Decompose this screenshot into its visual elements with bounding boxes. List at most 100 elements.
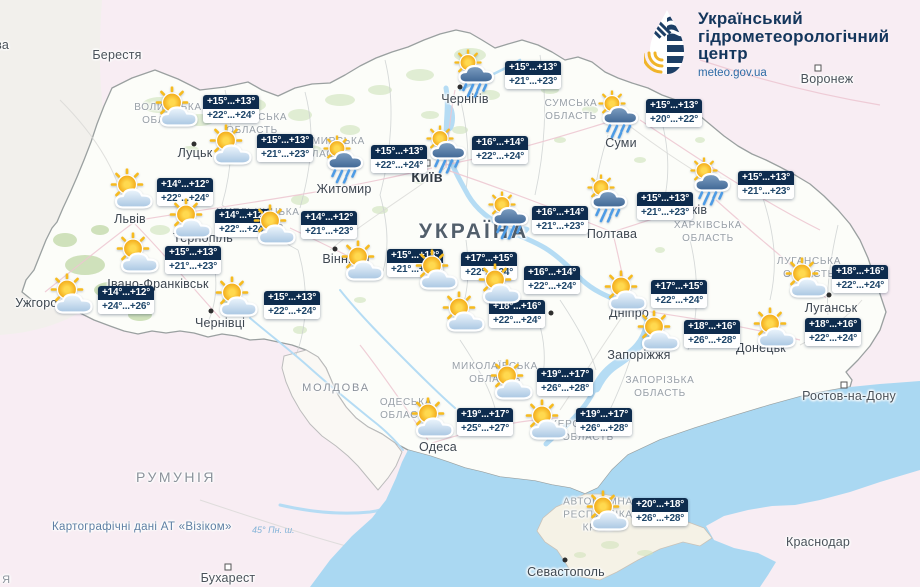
city-marker xyxy=(826,292,832,298)
temp-range-primary: +15°...+13° xyxy=(257,134,313,148)
hydromet-drop-icon xyxy=(644,10,684,74)
sun-cloud-icon-ivano-frankivsk xyxy=(115,232,163,280)
temp-badge-chernivtsi: +15°...+13° +22°...+24° xyxy=(264,291,320,319)
sun-rain-icon-kharkiv xyxy=(689,156,737,211)
sun-rain-icon-zhytomyr xyxy=(322,134,370,189)
temp-range-secondary: +22°...+24° xyxy=(524,280,580,294)
sun-cloud-icon-zaporizhzhia xyxy=(636,310,684,358)
temp-range-secondary: +22°...+24° xyxy=(203,109,259,123)
temp-range-primary: +16°...+14° xyxy=(532,206,588,220)
temp-range-primary: +19°...+17° xyxy=(537,368,593,382)
city-marker xyxy=(224,563,232,571)
temp-range-primary: +14°...+12° xyxy=(301,211,357,225)
temp-badge-kyiv: +16°...+14° +22°...+24° xyxy=(472,136,528,164)
city-marker xyxy=(840,381,848,389)
temp-range-primary: +14°...+12° xyxy=(98,286,154,300)
logo-url-link[interactable]: meteo.gov.ua xyxy=(698,66,767,79)
temp-range-primary: +15°...+13° xyxy=(646,99,702,113)
temp-range-secondary: +22°...+24° xyxy=(215,223,271,237)
temp-range-secondary: +26°...+28° xyxy=(576,422,632,436)
temp-badge-zaporizhzhia: +18°...+16° +26°...+28° xyxy=(684,320,740,348)
sun-cloud-icon-khmelnytskyi xyxy=(252,204,300,252)
temp-range-primary: +15°...+13° xyxy=(738,171,794,185)
temp-range-secondary: +22°...+24° xyxy=(371,159,427,173)
temp-badge-mykolaiv: +19°...+17° +26°...+28° xyxy=(537,368,593,396)
city-marker xyxy=(191,141,197,147)
temp-range-primary: +15°...+13° xyxy=(165,246,221,260)
temp-badge-chernihiv: +15°...+13° +21°...+23° xyxy=(505,61,561,89)
temp-range-primary: +18°...+16° xyxy=(805,318,861,332)
sun-rain-icon-kyiv xyxy=(425,124,473,179)
temp-badge-lviv: +14°...+12° +22°...+24° xyxy=(157,178,213,206)
sun-cloud-icon-luhansk xyxy=(784,257,832,305)
temp-range-secondary: +22°...+24° xyxy=(651,294,707,308)
temp-range-secondary: +22°...+24° xyxy=(472,150,528,164)
sun-cloud-icon-kherson xyxy=(524,399,572,447)
temp-range-secondary: +20°...+22° xyxy=(646,113,702,127)
temp-range-secondary: +26°...+28° xyxy=(684,334,740,348)
sun-cloud-icon-vinnytsia xyxy=(340,240,388,288)
temp-range-primary: +19°...+17° xyxy=(576,408,632,422)
temp-range-primary: +19°...+17° xyxy=(457,408,513,422)
temp-badge-zhytomyr: +15°...+13° +22°...+24° xyxy=(371,145,427,173)
temp-range-primary: +18°...+16° xyxy=(832,265,888,279)
sun-cloud-icon-rivne xyxy=(208,124,256,172)
temp-badge-oleksandriia: +16°...+14° +22°...+24° xyxy=(524,266,580,294)
city-marker xyxy=(208,308,214,314)
temp-range-secondary: +21°...+23° xyxy=(165,260,221,274)
sun-cloud-icon-volyn xyxy=(154,86,202,134)
temp-range-secondary: +26°...+28° xyxy=(537,382,593,396)
sun-cloud-icon-odesa xyxy=(410,397,458,445)
city-marker xyxy=(457,84,463,90)
temp-range-secondary: +21°...+23° xyxy=(301,225,357,239)
temp-badge-uzhhorod: +14°...+12° +24°...+26° xyxy=(98,286,154,314)
temp-range-secondary: +24°...+26° xyxy=(98,300,154,314)
city-marker xyxy=(562,557,568,563)
sun-cloud-icon-chernivtsi xyxy=(214,276,262,324)
sun-cloud-icon-donetsk xyxy=(752,307,800,355)
sun-cloud-icon-mykolaiv xyxy=(489,359,537,407)
temp-badge-khmelnytskyi: +14°...+12° +21°...+23° xyxy=(301,211,357,239)
logo-title-line2: гідрометеорологічний xyxy=(698,26,890,46)
sun-rain-icon-kremenchuk xyxy=(487,190,535,245)
logo-title-line1: Український xyxy=(698,9,803,28)
temp-badge-poltava: +15°...+13° +21°...+23° xyxy=(637,192,693,220)
sun-cloud-icon-cherkasy xyxy=(414,249,462,297)
temp-range-secondary: +25°...+27° xyxy=(457,422,513,436)
sun-cloud-icon-kryvyi-rih xyxy=(441,291,489,339)
temp-range-secondary: +22°...+24° xyxy=(832,279,888,293)
temp-range-primary: +15°...+13° xyxy=(637,192,693,206)
temp-range-primary: +18°...+16° xyxy=(684,320,740,334)
logo-title-line3: центр xyxy=(698,44,748,63)
logo: Український гідрометеорологічний центр m… xyxy=(644,8,889,80)
temp-range-secondary: +21°...+23° xyxy=(257,148,313,162)
sun-cloud-icon-dnipro xyxy=(603,270,651,318)
sun-rain-icon-poltava xyxy=(586,173,634,228)
temp-range-primary: +17°...+15° xyxy=(651,280,707,294)
temp-range-primary: +15°...+13° xyxy=(264,291,320,305)
temp-badge-kherson: +19°...+17° +26°...+28° xyxy=(576,408,632,436)
temp-range-primary: +15°...+13° xyxy=(371,145,427,159)
city-marker xyxy=(332,246,338,252)
temp-range-primary: +15°...+13° xyxy=(505,61,561,75)
temp-range-primary: +14°...+12° xyxy=(157,178,213,192)
temp-range-primary: +16°...+14° xyxy=(524,266,580,280)
temp-range-primary: +15°...+13° xyxy=(203,95,259,109)
map-attribution: Картографічні дані АТ «Візіком» xyxy=(52,521,232,533)
city-marker xyxy=(814,64,822,72)
temp-range-secondary: +22°...+24° xyxy=(264,305,320,319)
sun-cloud-icon-uzhhorod xyxy=(49,273,97,321)
temp-range-secondary: +21°...+23° xyxy=(505,75,561,89)
temp-range-secondary: +21°...+23° xyxy=(637,206,693,220)
temp-badge-ivano-frankivsk: +15°...+13° +21°...+23° xyxy=(165,246,221,274)
sun-cloud-icon-crimea xyxy=(585,490,633,538)
temp-badge-donetsk: +18°...+16° +22°...+24° xyxy=(805,318,861,346)
temp-range-primary: +20°...+18° xyxy=(632,498,688,512)
sun-cloud-icon-ternopil xyxy=(168,198,216,246)
temp-badge-crimea: +20°...+18° +26°...+28° xyxy=(632,498,688,526)
temp-badge-kremenchuk: +16°...+14° +21°...+23° xyxy=(532,206,588,234)
sun-cloud-icon-oleksandriia xyxy=(477,263,525,311)
temp-badge-luhansk: +18°...+16° +22°...+24° xyxy=(832,265,888,293)
temp-badge-volyn: +15°...+13° +22°...+24° xyxy=(203,95,259,123)
